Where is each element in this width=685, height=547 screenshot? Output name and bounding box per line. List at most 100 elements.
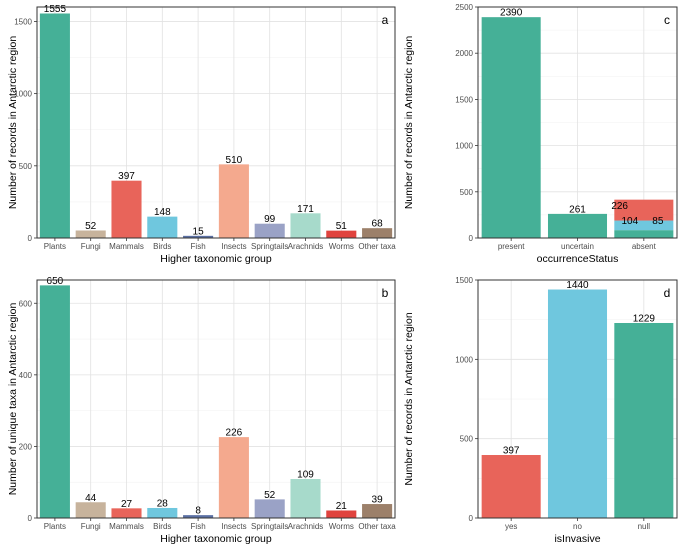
data-label: 1440 — [566, 280, 589, 291]
bar-mammals — [111, 508, 142, 518]
bar-yes — [481, 455, 541, 518]
x-tick-label: Birds — [153, 522, 171, 531]
y-axis-title: Number of records in Antarctic region — [403, 312, 415, 485]
x-tick-label: Fungi — [81, 242, 101, 251]
y-tick-label: 1000 — [455, 355, 473, 364]
data-label: 27 — [121, 499, 133, 510]
x-tick-label: Springtails — [251, 522, 288, 531]
x-tick-label: Plants — [44, 522, 66, 531]
bar-worms — [326, 510, 357, 518]
x-tick-label: Insects — [221, 522, 246, 531]
data-label: 1555 — [44, 4, 67, 15]
y-tick-label: 200 — [19, 442, 33, 451]
data-label: 226 — [611, 201, 628, 212]
x-tick-label: Mammals — [109, 242, 144, 251]
bar-other-taxa — [362, 228, 393, 238]
data-label: 52 — [85, 221, 97, 232]
y-tick-label: 1500 — [455, 276, 473, 285]
data-label: 148 — [154, 207, 171, 218]
data-label: 51 — [336, 221, 348, 232]
x-tick-label: Worms — [329, 242, 354, 251]
x-tick-label: Fungi — [81, 522, 101, 531]
bar-fish — [183, 515, 214, 518]
x-tick-label: Other taxa — [358, 522, 396, 531]
data-label: 85 — [652, 216, 664, 227]
x-tick-label: null — [638, 522, 651, 531]
bar-insects — [218, 164, 249, 238]
data-label: 261 — [569, 204, 586, 215]
y-tick-label: 500 — [19, 162, 33, 171]
bar-fish — [183, 235, 214, 238]
y-tick-label: 1500 — [14, 17, 32, 26]
x-axis-title: occurrenceStatus — [537, 253, 619, 265]
data-label: 104 — [621, 216, 638, 227]
panel-b: 650 44 27 28 8 226 52 109 21 39 0 200 400 600 Plants Fu… — [7, 276, 396, 545]
x-tick-label: Worms — [329, 522, 354, 531]
bar-worms — [326, 230, 357, 238]
panel-d: 397 1440 1229 0 500 1000 1500 yes no null isInvasi… — [403, 276, 678, 545]
bar-insects — [218, 437, 249, 518]
y-tick-label: 0 — [469, 514, 474, 523]
data-label: 226 — [226, 428, 243, 439]
x-axis-title: Higher taxonomic group — [160, 253, 272, 265]
panel-label: d — [664, 286, 671, 300]
x-tick-label: Arachnids — [288, 522, 324, 531]
x-tick-label: present — [498, 242, 525, 251]
data-label: 510 — [226, 155, 243, 166]
x-tick-label: Mammals — [109, 522, 144, 531]
x-tick-label: Fish — [191, 522, 206, 531]
data-label: 21 — [336, 501, 348, 512]
y-axis-title: Number of records in Antarctic region — [7, 36, 19, 209]
y-tick-label: 600 — [19, 299, 33, 308]
y-axis-title: Number of unique taxa in Antarctic regio… — [7, 303, 19, 496]
y-tick-label: 500 — [460, 188, 474, 197]
panel-label: c — [664, 13, 670, 27]
panel-a: 1555 52 397 148 15 510 99 171 51 68 0 500 1000 1500 Pl… — [7, 4, 396, 265]
x-tick-label: Other taxa — [358, 242, 396, 251]
y-tick-label: 500 — [460, 435, 474, 444]
bar-segment-absent-3 — [614, 199, 674, 221]
bar-arachnids — [290, 478, 321, 518]
bar-springtails — [254, 223, 285, 238]
x-tick-label: Insects — [221, 242, 246, 251]
y-tick-label: 0 — [28, 234, 33, 243]
y-tick-label: 1500 — [455, 95, 473, 104]
panel-border — [36, 6, 396, 239]
data-label: 28 — [157, 498, 169, 509]
data-label: 68 — [372, 219, 384, 230]
data-label: 171 — [297, 204, 314, 215]
data-label: 397 — [118, 171, 135, 182]
y-tick-label: 400 — [19, 371, 33, 380]
x-tick-label: Plants — [44, 242, 66, 251]
bar-plants — [39, 13, 70, 239]
data-label: 44 — [85, 493, 97, 504]
bar-segment-uncertain-1 — [547, 213, 608, 238]
data-label: 397 — [503, 446, 520, 457]
data-label: 8 — [195, 506, 201, 517]
bar-no — [547, 289, 608, 518]
x-tick-label: uncertain — [561, 242, 594, 251]
data-label: 52 — [264, 490, 276, 501]
bar-springtails — [254, 499, 285, 518]
bar-birds — [147, 507, 178, 518]
y-tick-label: 2000 — [455, 49, 473, 58]
y-tick-label: 0 — [28, 514, 33, 523]
bar-other-taxa — [362, 504, 393, 518]
data-label: 109 — [297, 469, 314, 480]
y-tick-label: 1000 — [455, 142, 473, 151]
panel-border — [36, 279, 396, 519]
bar-segment-absent-2 — [614, 220, 674, 231]
y-tick-label: 1000 — [14, 90, 32, 99]
data-label: 39 — [372, 495, 384, 506]
panel-c: 2390 261 226 104 85 0 500 1000 1500 2000 2500 prese… — [403, 3, 678, 265]
data-label: 99 — [264, 214, 276, 225]
y-axis-title: Number of records in Antarctic region — [403, 36, 415, 209]
panel-label: a — [382, 13, 389, 27]
data-label: 2390 — [500, 8, 523, 19]
x-tick-label: Birds — [153, 242, 171, 251]
x-tick-label: yes — [505, 522, 517, 531]
bar-fungi — [75, 502, 106, 518]
x-axis-title: Higher taxonomic group — [160, 533, 272, 545]
x-tick-label: absent — [632, 242, 657, 251]
